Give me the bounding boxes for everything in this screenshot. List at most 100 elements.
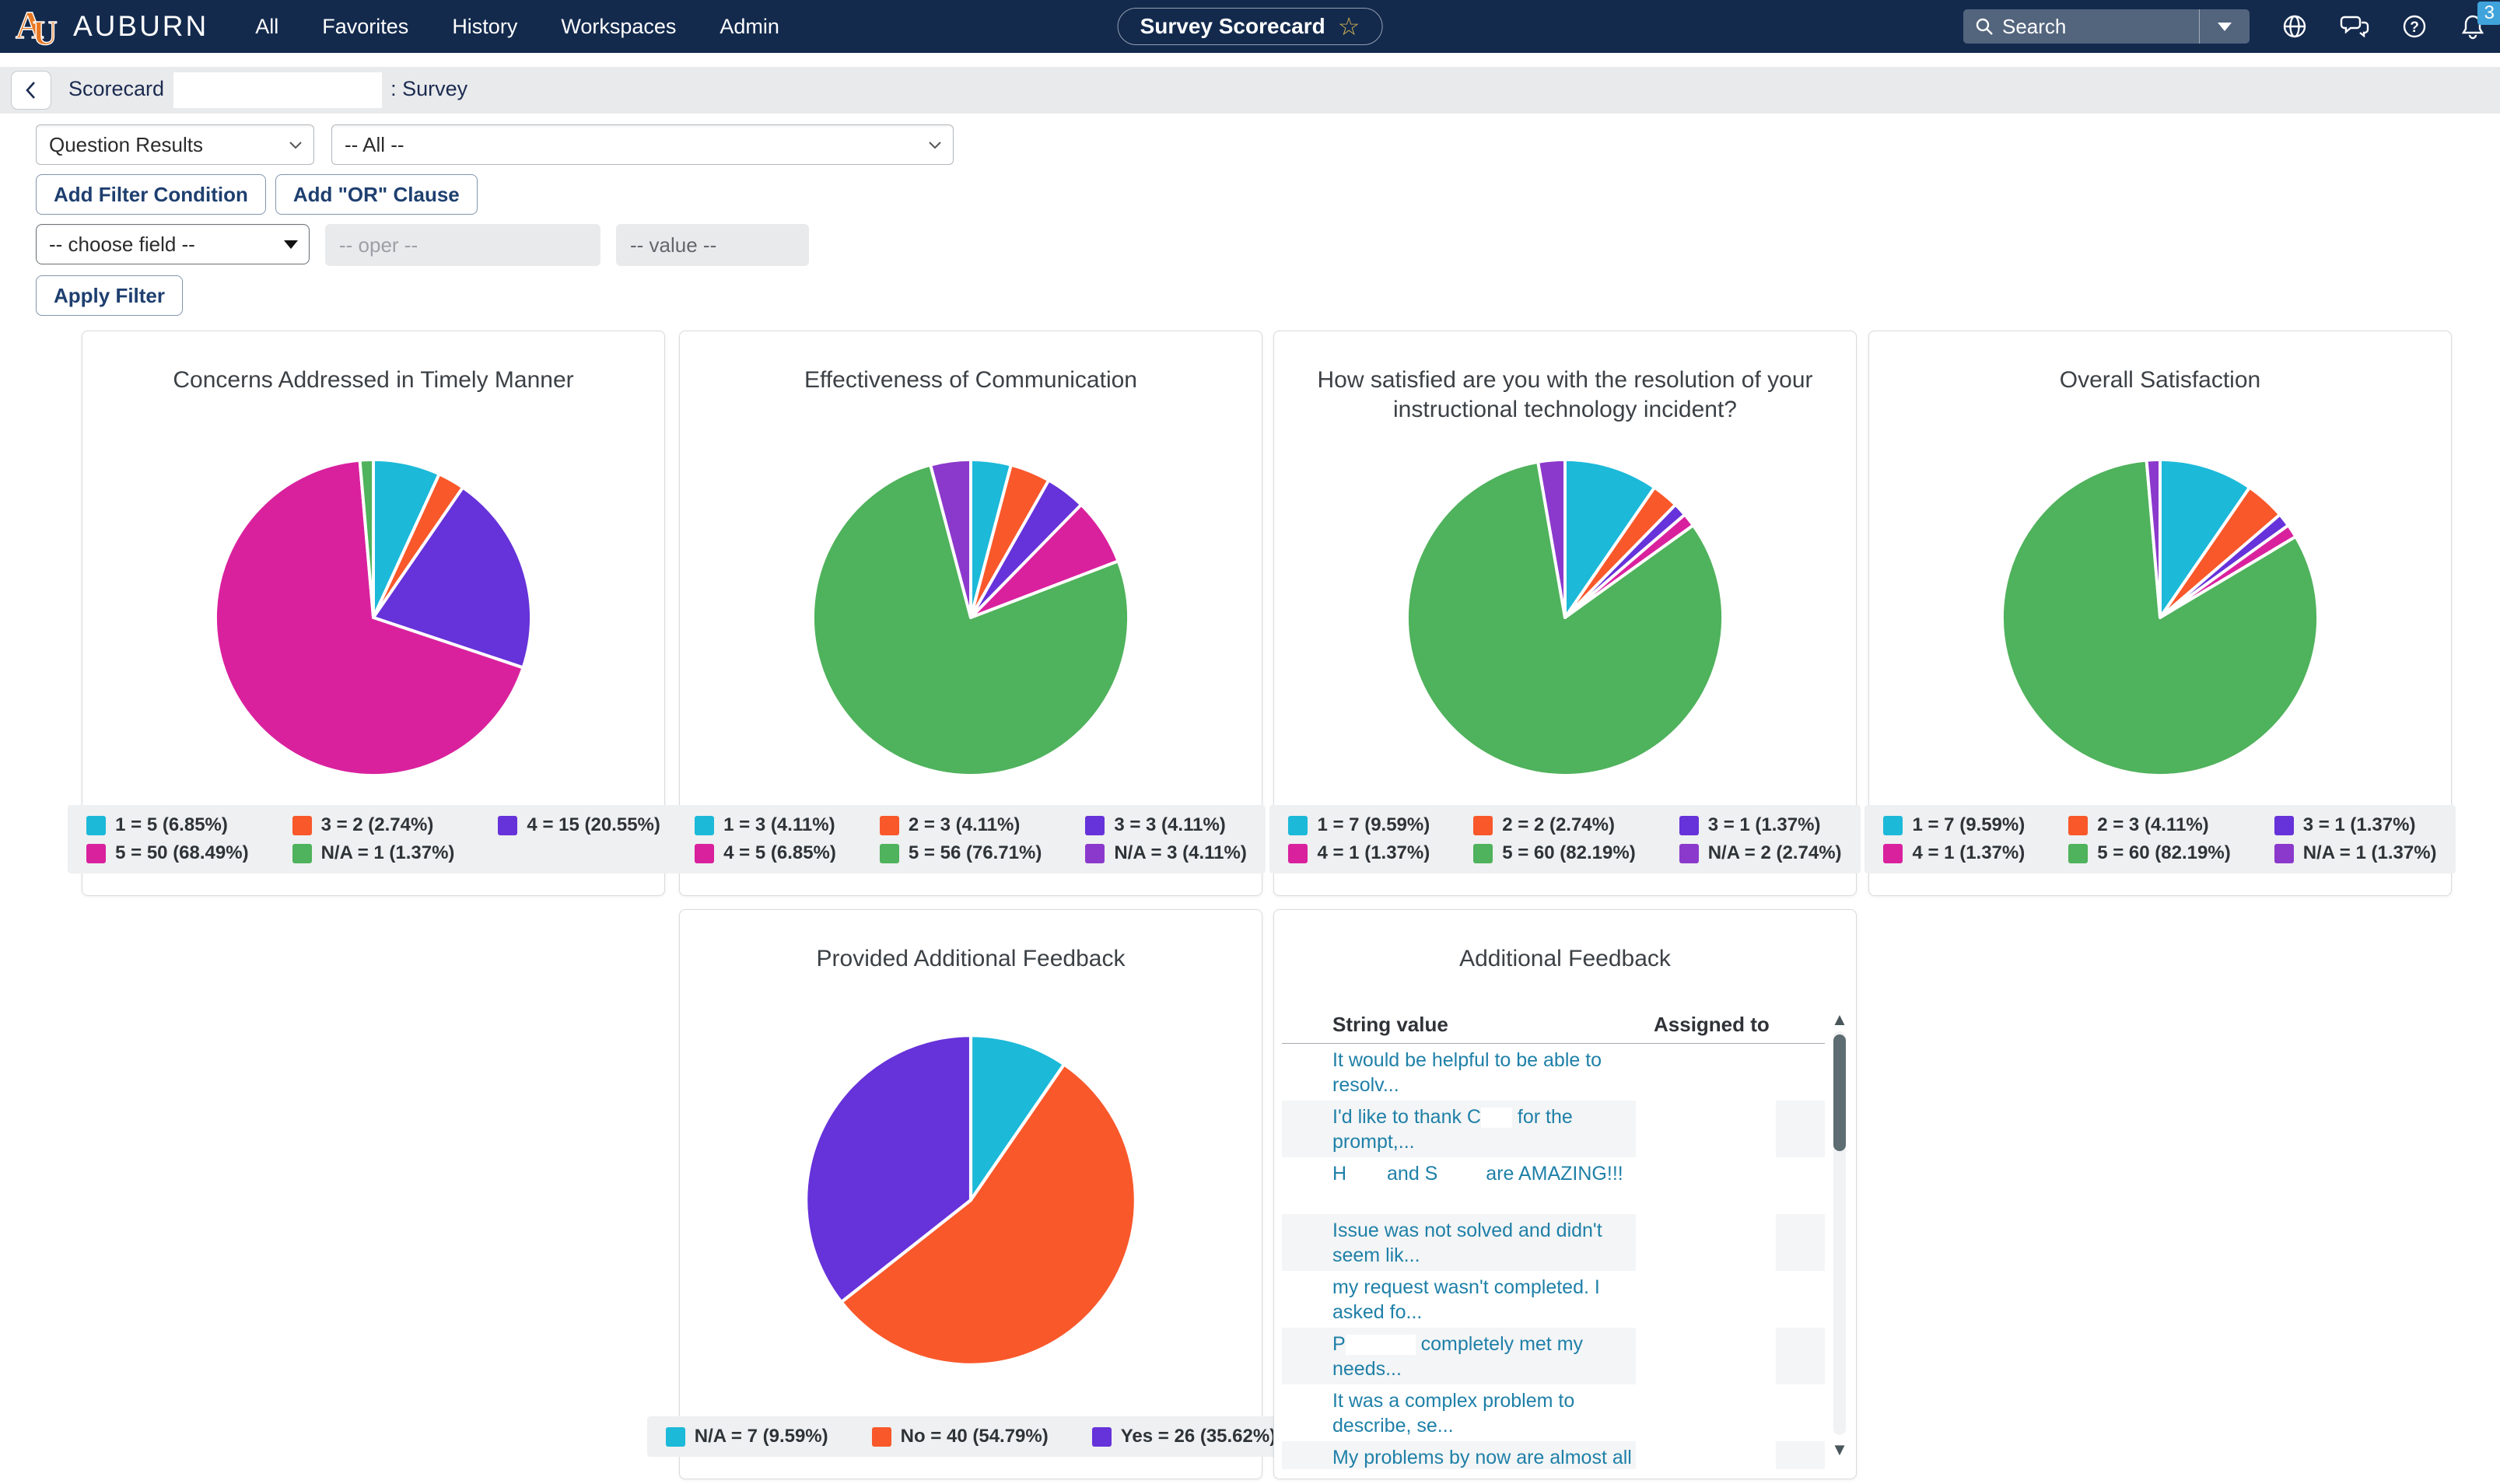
legend-swatch [86, 843, 107, 863]
legend-item: 4 = 5 (6.85%) [695, 842, 836, 864]
breadcrumb-suffix: : Survey [390, 77, 468, 101]
pie-slice-N/A[interactable] [968, 1034, 1066, 1202]
string-value-link[interactable]: My problems by now are almost all [1332, 1447, 1632, 1468]
nav-right-cluster: Search ? [1963, 0, 2500, 53]
legend-swatch [1679, 843, 1699, 863]
string-value-link[interactable]: It would be helpful to be able to resolv… [1332, 1049, 1602, 1096]
scope-select[interactable]: -- All -- [331, 124, 954, 165]
pie-chart-overall-satisfaction[interactable] [1998, 456, 2322, 779]
pie-slice-5[interactable] [214, 458, 525, 777]
apply-filter-button[interactable]: Apply Filter [36, 275, 184, 316]
globe-icon [2283, 15, 2306, 38]
string-value-link[interactable]: H and S are AMAZING!!! [1332, 1163, 1623, 1185]
legend-swatch [292, 843, 312, 863]
table-row: It would be helpful to be able to resolv… [1282, 1044, 1825, 1101]
legend-item: 5 = 60 (82.19%) [1473, 842, 1636, 864]
value-input[interactable]: -- value -- [616, 224, 809, 266]
pie-slice-N/A[interactable] [929, 457, 972, 619]
pie-slice-4[interactable] [372, 485, 534, 670]
assigned-to-cell [1636, 1441, 1776, 1469]
legend-swatch [871, 1426, 891, 1447]
nav-item-all[interactable]: All [255, 14, 279, 38]
legend-label: 2 = 3 (4.11%) [2097, 814, 2209, 835]
assigned-to-cell [1636, 1044, 1776, 1101]
string-value-link[interactable]: my request wasn't completed. I asked fo.… [1332, 1276, 1600, 1323]
legend-label: 1 = 3 (4.11%) [723, 814, 835, 835]
redacted-text [1345, 1335, 1416, 1356]
notifications-button[interactable]: 3 [2460, 2, 2500, 40]
table-row: I'd like to thank C for the prompt,... [1282, 1101, 1825, 1157]
legend-label: 3 = 2 (2.74%) [320, 814, 434, 835]
legend-swatch [1883, 843, 1903, 863]
legend-item: 1 = 5 (6.85%) [86, 814, 248, 836]
favorite-star-icon[interactable]: ☆ [1337, 12, 1360, 40]
pie-slice-1[interactable] [2159, 457, 2252, 619]
string-value-link[interactable]: Issue was not solved and didn't seem lik… [1332, 1220, 1602, 1266]
table-header: String value Assigned to [1282, 1011, 1825, 1044]
report-select-value: Question Results [49, 132, 203, 156]
chart-card-concerns-timely: Concerns Addressed in Timely Manner 1 = … [68, 331, 679, 896]
legend-item: 4 = 15 (20.55%) [498, 814, 660, 836]
string-value-link[interactable]: I'd like to thank C for the prompt,... [1332, 1106, 1573, 1153]
pie-slice-No[interactable] [839, 1062, 1137, 1367]
pie-slice-N/A[interactable] [1536, 457, 1567, 619]
back-button[interactable] [11, 71, 51, 110]
pie-chart-concerns-timely[interactable] [212, 456, 535, 779]
nav-item-workspaces[interactable]: Workspaces [561, 14, 677, 38]
legend-swatch [2068, 843, 2089, 863]
report-select[interactable]: Question Results [36, 124, 314, 165]
operator-input[interactable]: -- oper -- [325, 224, 600, 266]
legend-swatch [1288, 815, 1308, 835]
string-value-link[interactable]: It was a complex problem to describe, se… [1332, 1390, 1575, 1437]
table-row: my request wasn't completed. I asked fo.… [1282, 1271, 1825, 1328]
legend-item: 1 = 7 (9.59%) [1288, 814, 1430, 836]
pie-slice-Yes[interactable] [804, 1034, 973, 1304]
nav-item-history[interactable]: History [452, 14, 518, 38]
scrollbar-thumb[interactable] [1833, 1034, 1846, 1151]
legend-label: Yes = 26 (35.62%) [1120, 1426, 1276, 1447]
pie-slice-5[interactable] [811, 463, 1131, 777]
notification-badge: 3 [2477, 2, 2500, 25]
pie-chart-resolution-satisfaction[interactable] [1403, 456, 1727, 779]
search-input[interactable]: Search [1963, 9, 2250, 44]
legend-item: 3 = 1 (1.37%) [1679, 814, 1842, 836]
nav-item-admin[interactable]: Admin [720, 14, 779, 38]
add-or-clause-button[interactable]: Add "OR" Clause [275, 174, 478, 215]
legend-swatch [665, 1426, 685, 1447]
legend-label: 1 = 5 (6.85%) [115, 814, 228, 835]
legend-item: 2 = 3 (4.11%) [879, 814, 1042, 836]
table-row: H and S are AMAZING!!! [1282, 1157, 1825, 1214]
legend-swatch [695, 815, 715, 835]
app-title-pill[interactable]: Survey Scorecard ☆ [1117, 8, 1383, 45]
auburn-logo[interactable]: A U [14, 2, 62, 52]
legend-item: 1 = 7 (9.59%) [1883, 814, 2025, 836]
svg-text:A: A [16, 4, 44, 47]
legend-item: No = 40 (54.79%) [871, 1426, 1049, 1447]
help-button[interactable]: ? [2400, 12, 2428, 40]
legend-label: No = 40 (54.79%) [900, 1426, 1049, 1447]
legend-item: 4 = 1 (1.37%) [1288, 842, 1430, 864]
legend-swatch [2274, 843, 2294, 863]
chevron-down-icon [2218, 22, 2232, 31]
pie-chart-communication[interactable] [809, 456, 1133, 779]
chart-card-communication: Effectiveness of Communication 1 = 3 (4.… [676, 331, 1266, 896]
pie-slice-N/A[interactable] [358, 457, 375, 619]
scroll-down-arrow[interactable]: ▼ [1831, 1440, 1848, 1459]
scroll-up-arrow[interactable]: ▲ [1831, 1011, 1848, 1029]
app-title: Survey Scorecard [1140, 14, 1325, 38]
string-value-link[interactable]: P completely met my needs... [1332, 1333, 1584, 1380]
feedback-table-card: Additional Feedback String value Assigne… [1273, 909, 1857, 1479]
table-row: My problems by now are almost all [1282, 1441, 1825, 1469]
pie-slice-1[interactable] [1563, 457, 1657, 619]
search-scope-dropdown[interactable] [2199, 9, 2250, 44]
legend-swatch [1085, 815, 1105, 835]
nav-item-favorites[interactable]: Favorites [322, 14, 409, 38]
pie-chart-provided-feedback[interactable] [802, 1031, 1140, 1369]
choose-field-select[interactable]: -- choose field -- [36, 224, 310, 264]
pie-slice-N/A[interactable] [2145, 457, 2162, 619]
chart-legend: 1 = 3 (4.11%) 2 = 3 (4.11%) 3 = 3 (4.11%) 4… [676, 805, 1266, 873]
add-filter-condition-button[interactable]: Add Filter Condition [36, 174, 266, 215]
chat-button[interactable] [2340, 13, 2369, 40]
globe-button[interactable] [2281, 12, 2309, 40]
